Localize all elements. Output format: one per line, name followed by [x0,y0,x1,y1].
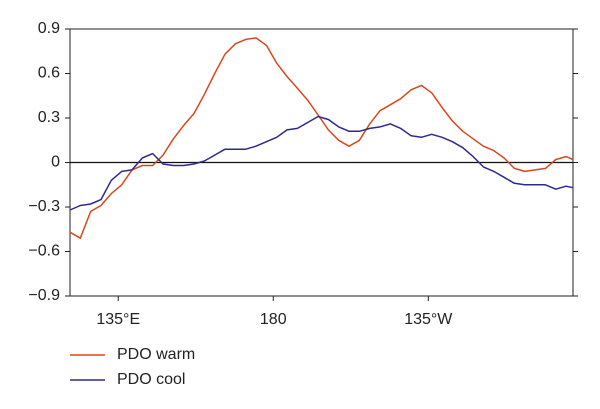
y-tick-label: −0.3 [28,198,60,215]
legend-label: PDO cool [117,371,185,388]
y-tick-label: −0.6 [28,243,60,260]
y-tick-label: 0.3 [38,109,60,126]
x-tick-label: 135°E [96,311,140,328]
x-tick-label: 135°W [404,311,453,328]
y-tick-label: 0 [51,154,60,171]
x-tick-label: 180 [260,311,287,328]
y-tick-label: 0.9 [38,20,60,37]
legend-label: PDO warm [117,346,195,363]
y-tick-label: −0.9 [28,287,60,304]
y-tick-label: 0.6 [38,65,60,82]
series-line [69,37,574,239]
series-line [69,115,574,211]
